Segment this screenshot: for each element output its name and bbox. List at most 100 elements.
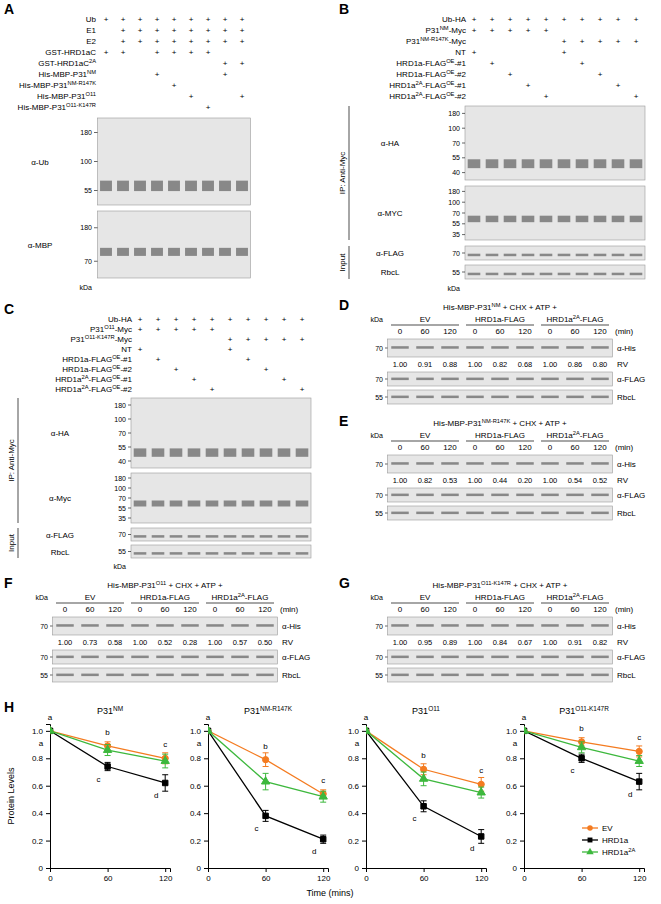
error-line: [579, 754, 585, 755]
band: [540, 159, 553, 168]
point-letters: abcacd: [39, 713, 167, 800]
label-part: O11-K147R: [575, 705, 609, 712]
band: [541, 674, 559, 677]
label-part: HRD1a: [55, 375, 82, 384]
band: [566, 494, 584, 497]
row-label: Ub: [86, 15, 97, 24]
sign: +: [616, 81, 621, 90]
band: [206, 501, 219, 507]
band: [231, 624, 249, 627]
rv-label: RV: [617, 360, 629, 369]
band: [441, 494, 459, 497]
sign: +: [155, 15, 160, 24]
error-line: [263, 766, 269, 767]
sign: +: [121, 48, 126, 57]
sign: +: [544, 92, 549, 101]
tick-label: 0.4: [32, 809, 44, 818]
x-axis: 060120: [364, 868, 489, 883]
band: [391, 512, 409, 514]
tick: 0.2: [32, 837, 50, 846]
band: [256, 656, 274, 659]
band: [612, 254, 625, 257]
marker-tick: [462, 157, 465, 158]
panel: GHis-MBP-P31O11-K147R + CHX + ATP +EV060…: [339, 575, 645, 682]
label-part: NM-R147K: [68, 80, 97, 86]
label-part: + CHX + ATP +: [166, 581, 223, 590]
rv-value: 0.52: [593, 476, 608, 485]
marker-tick: [128, 478, 131, 479]
axis-title: Time (mins): [306, 888, 353, 898]
panel: FHis-MBP-P31O11 + CHX + ATP +EV060120HRD…: [4, 575, 310, 682]
tick-mark: [524, 868, 525, 872]
tick: 120: [159, 868, 173, 883]
rv-label: RV: [282, 638, 294, 647]
rv-value: 0.91: [568, 638, 583, 647]
series-line: [208, 731, 323, 794]
error-line: [478, 777, 484, 778]
blot: [98, 211, 251, 278]
label-part: P31: [406, 37, 421, 46]
time-unit: (min): [280, 605, 299, 614]
sign: +: [210, 315, 215, 324]
sign: +: [156, 325, 161, 334]
sign: +: [174, 325, 179, 334]
series-line: [208, 731, 323, 797]
time-label: 120: [593, 605, 607, 614]
band: [206, 624, 224, 627]
error-line: [162, 791, 168, 792]
band: [170, 501, 183, 507]
band: [541, 462, 559, 465]
significance-letter: c: [255, 824, 259, 833]
band: [491, 396, 509, 399]
tick: 60: [262, 868, 271, 883]
band: [242, 448, 255, 456]
series-line: [524, 731, 639, 752]
tick-label: 1.0: [190, 727, 202, 736]
sign: +: [634, 37, 639, 46]
band: [151, 248, 163, 256]
axis-line: [46, 725, 51, 869]
band: [441, 674, 459, 677]
row-label: His-MBP-P31O11-K147R: [18, 102, 96, 112]
band: [541, 378, 559, 381]
rv-value: 0.28: [183, 638, 198, 647]
band: [224, 448, 237, 456]
blot: [388, 455, 613, 473]
marker-tick: [94, 190, 98, 191]
sign: +: [264, 315, 269, 324]
tick-mark: [520, 868, 524, 869]
tick-label: 0: [48, 874, 53, 883]
band: [134, 535, 147, 538]
band: [504, 273, 517, 276]
sign: +: [598, 37, 603, 46]
tick-label: 60: [262, 874, 271, 883]
sign: +: [508, 70, 513, 79]
tick-label: 0.2: [506, 837, 518, 846]
error-line: [263, 789, 269, 790]
band: [391, 656, 409, 659]
sign: +: [174, 365, 179, 374]
band: [441, 346, 459, 349]
blot: [131, 473, 311, 523]
band: [185, 181, 197, 191]
group-label: HRD1a-FLAG: [475, 431, 525, 440]
tick-mark: [362, 868, 366, 869]
antibody-label: RbcL: [51, 548, 70, 557]
marker-label: 55: [40, 672, 48, 679]
label-part: HRD1a-FLAG: [396, 59, 446, 68]
sign: +: [616, 37, 621, 46]
tick-label: 0: [355, 864, 360, 873]
blot: [131, 545, 311, 558]
panel-letter: G: [339, 575, 350, 591]
marker-tick: [462, 213, 465, 214]
group-line: [391, 325, 459, 326]
band: [591, 462, 609, 465]
group-label: HRD1a-FLAG: [475, 315, 525, 324]
band: [278, 552, 291, 555]
row-label: HRD1a2A-FLAGOE-#1: [389, 80, 466, 90]
significance-letter: a: [197, 739, 202, 748]
point: [421, 766, 427, 772]
band: [576, 159, 589, 168]
time-label: 60: [421, 327, 430, 336]
sign: +: [264, 335, 269, 344]
